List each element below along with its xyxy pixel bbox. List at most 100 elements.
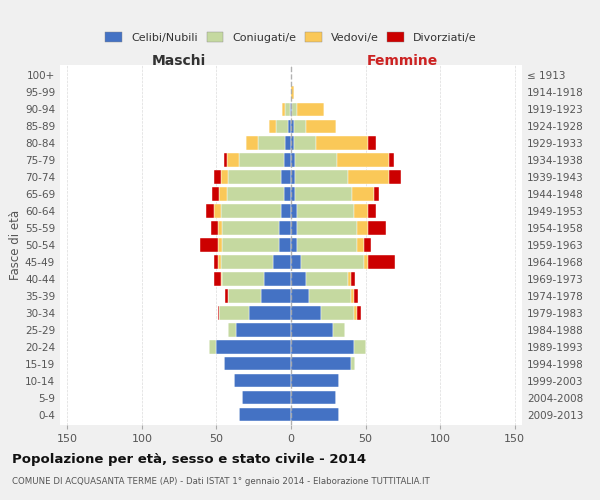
Bar	[214, 204, 221, 218]
Bar	[297, 102, 324, 116]
Bar	[297, 238, 356, 252]
Bar	[356, 306, 361, 320]
Bar	[276, 120, 288, 133]
Bar	[242, 391, 291, 404]
Bar	[291, 222, 297, 234]
Bar	[214, 272, 221, 285]
Bar	[353, 306, 356, 320]
Bar	[350, 272, 355, 285]
Bar	[218, 238, 223, 252]
Bar	[291, 188, 295, 200]
Text: Femmine: Femmine	[367, 54, 439, 68]
Bar	[246, 136, 258, 149]
Bar	[364, 256, 368, 268]
Text: Maschi: Maschi	[152, 54, 206, 68]
Bar	[212, 188, 220, 200]
Bar	[218, 222, 223, 234]
Bar	[368, 222, 386, 234]
Bar	[291, 136, 294, 149]
Bar	[239, 154, 284, 166]
Y-axis label: Fasce di età: Fasce di età	[9, 210, 22, 280]
Bar	[211, 222, 218, 234]
Bar	[350, 290, 353, 302]
Bar	[226, 290, 229, 302]
Bar	[350, 357, 355, 370]
Bar	[220, 188, 227, 200]
Bar	[264, 272, 291, 285]
Bar	[229, 170, 281, 183]
Bar	[249, 306, 291, 320]
Bar	[223, 272, 264, 285]
Bar	[356, 222, 368, 234]
Bar	[223, 238, 279, 252]
Bar	[291, 290, 309, 302]
Bar	[221, 170, 229, 183]
Bar	[291, 340, 353, 353]
Bar	[218, 306, 220, 320]
Bar	[337, 154, 389, 166]
Bar	[291, 120, 294, 133]
Bar	[291, 238, 297, 252]
Bar	[291, 272, 306, 285]
Bar	[301, 256, 364, 268]
Bar	[261, 290, 291, 302]
Bar	[294, 136, 316, 149]
Bar	[200, 238, 218, 252]
Bar	[292, 102, 297, 116]
Bar	[224, 357, 291, 370]
Bar	[229, 324, 236, 336]
Bar	[258, 136, 285, 149]
Bar	[285, 102, 290, 116]
Bar	[306, 120, 336, 133]
Bar	[295, 154, 337, 166]
Bar	[282, 102, 285, 116]
Bar	[352, 188, 374, 200]
Bar	[295, 188, 352, 200]
Bar	[291, 86, 294, 99]
Legend: Celibi/Nubili, Coniugati/e, Vedovi/e, Divorziati/e: Celibi/Nubili, Coniugati/e, Vedovi/e, Di…	[101, 28, 481, 47]
Bar	[214, 170, 221, 183]
Bar	[227, 188, 284, 200]
Bar	[279, 238, 291, 252]
Bar	[221, 256, 273, 268]
Bar	[239, 408, 291, 422]
Bar	[221, 272, 223, 285]
Bar	[353, 290, 358, 302]
Bar	[224, 154, 227, 166]
Bar	[235, 374, 291, 388]
Bar	[291, 256, 301, 268]
Bar	[236, 324, 291, 336]
Bar	[356, 238, 364, 252]
Bar	[291, 357, 350, 370]
Bar	[368, 136, 376, 149]
Bar	[291, 204, 297, 218]
Bar	[333, 324, 344, 336]
Bar	[374, 188, 379, 200]
Bar	[206, 204, 214, 218]
Bar	[389, 170, 401, 183]
Bar	[290, 102, 291, 116]
Bar	[306, 272, 347, 285]
Bar	[368, 256, 395, 268]
Bar	[285, 136, 291, 149]
Bar	[279, 222, 291, 234]
Bar	[347, 170, 389, 183]
Bar	[214, 256, 218, 268]
Bar	[291, 374, 338, 388]
Bar	[309, 290, 350, 302]
Bar	[291, 306, 321, 320]
Bar	[227, 154, 239, 166]
Bar	[217, 340, 291, 353]
Bar	[353, 204, 368, 218]
Bar	[297, 222, 356, 234]
Bar	[269, 120, 276, 133]
Bar	[291, 391, 336, 404]
Bar	[291, 170, 295, 183]
Bar	[284, 154, 291, 166]
Bar	[347, 272, 350, 285]
Bar	[321, 306, 353, 320]
Bar	[221, 204, 281, 218]
Bar	[288, 120, 291, 133]
Bar	[389, 154, 394, 166]
Text: Popolazione per età, sesso e stato civile - 2014: Popolazione per età, sesso e stato civil…	[12, 452, 366, 466]
